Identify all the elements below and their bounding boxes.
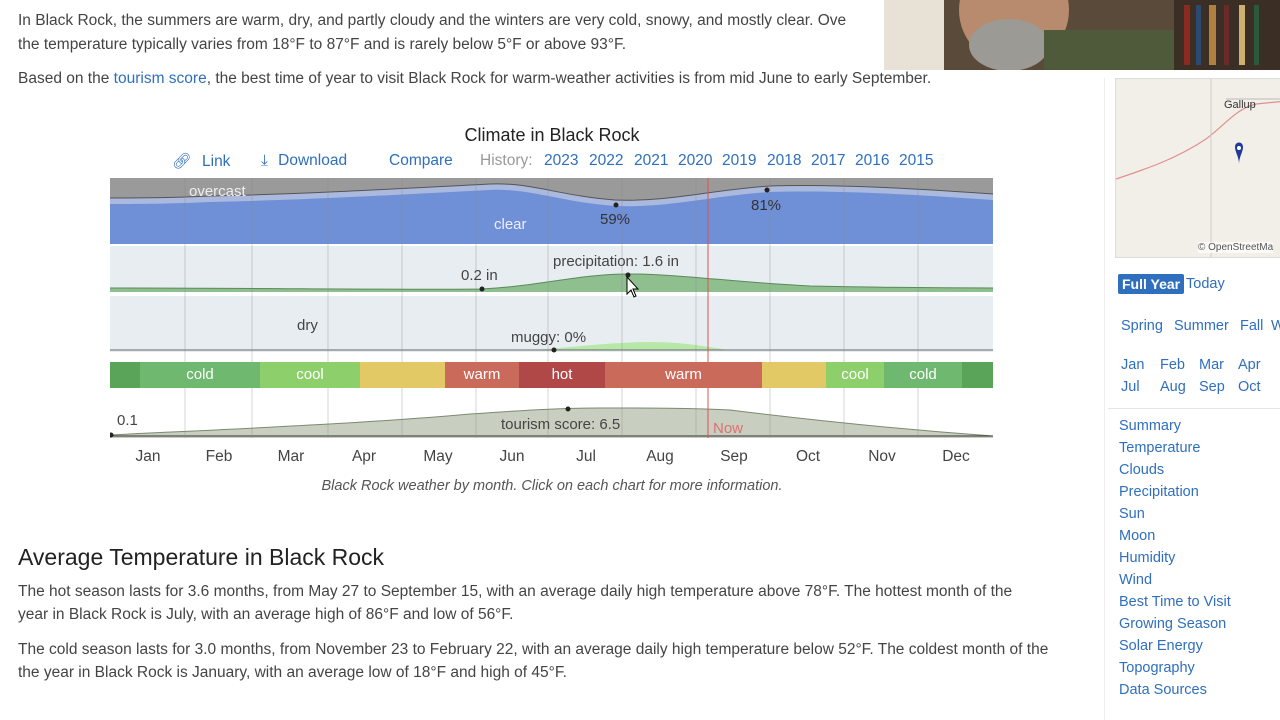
season-spring[interactable]: Spring	[1121, 318, 1163, 334]
nav-topography[interactable]: Topography	[1119, 660, 1195, 676]
year-2020[interactable]: 2020	[678, 152, 713, 169]
season-winter[interactable]: W	[1271, 318, 1280, 334]
overcast-label: overcast	[189, 183, 246, 200]
nav-solar-energy[interactable]: Solar Energy	[1119, 638, 1203, 654]
month-link-mar[interactable]: Mar	[1199, 357, 1224, 373]
tourism-band[interactable]	[110, 406, 993, 439]
nav-best-time[interactable]: Best Time to Visit	[1119, 594, 1231, 610]
nav-data-sources[interactable]: Data Sources	[1119, 682, 1207, 698]
precipitation-band[interactable]	[110, 246, 993, 292]
intro-line-1: In Black Rock, the summers are warm, dry…	[18, 12, 847, 29]
year-2018[interactable]: 2018	[767, 152, 802, 169]
link-icon: 🔗︎	[172, 153, 192, 170]
section-heading-temperature: Average Temperature in Black Rock	[18, 544, 385, 570]
mouse-cursor-icon	[626, 276, 640, 298]
month-link-jan[interactable]: Jan	[1121, 357, 1145, 373]
chart-download-button[interactable]: ⤓ Download	[261, 152, 348, 169]
map-credit[interactable]: © OpenStreetMa	[1198, 242, 1274, 253]
season-fall[interactable]: Fall	[1240, 318, 1264, 334]
season-warm-1: warm	[445, 362, 519, 388]
hot-season-line-2: year in Black Rock is July, with an aver…	[18, 606, 514, 623]
month-link-apr[interactable]: Apr	[1238, 357, 1261, 373]
tourism-low-label: 0.1	[117, 412, 138, 429]
humidity-band[interactable]	[110, 296, 993, 353]
nav-summary[interactable]: Summary	[1119, 418, 1182, 434]
season-cool-1: cool	[260, 362, 360, 388]
nav-clouds[interactable]: Clouds	[1119, 462, 1165, 478]
year-2023[interactable]: 2023	[544, 152, 579, 169]
today-tab[interactable]: Today	[1186, 276, 1225, 292]
season-cold-1: cold	[140, 362, 260, 388]
location-map[interactable]: Gallup © OpenStreetMa	[1115, 78, 1280, 258]
month-link-aug[interactable]: Aug	[1160, 379, 1186, 395]
year-2016[interactable]: 2016	[855, 152, 890, 169]
full-year-tab[interactable]: Full Year	[1118, 274, 1185, 294]
hot-season-line-1: The hot season lasts for 3.6 months, fro…	[18, 583, 1013, 600]
map-city-label: Gallup	[1224, 99, 1256, 111]
precip-low-label: 0.2 in	[461, 267, 498, 284]
chart-compare-button[interactable]: Compare	[389, 152, 453, 169]
season-warm-2: warm	[605, 362, 762, 388]
nav-precipitation[interactable]: Precipitation	[1119, 484, 1199, 500]
intro-line-3: Based on the tourism score, the best tim…	[18, 70, 932, 87]
webcam-overlay	[884, 0, 1280, 70]
climate-chart[interactable]	[110, 178, 993, 438]
season-cold-2: cold	[884, 362, 962, 388]
tourism-score-link[interactable]: tourism score	[113, 70, 207, 87]
history-label: History:	[480, 152, 533, 169]
year-2022[interactable]: 2022	[589, 152, 624, 169]
sidebar-divider	[1108, 408, 1280, 409]
cold-season-line-1: The cold season lasts for 3.0 months, fr…	[18, 641, 1049, 658]
intro-line-2: the temperature typically varies from 18…	[18, 36, 627, 53]
nav-moon[interactable]: Moon	[1119, 528, 1156, 544]
season-hot: hot	[519, 362, 605, 388]
month-link-jul[interactable]: Jul	[1121, 379, 1140, 395]
month-link-sep[interactable]: Sep	[1199, 379, 1225, 395]
month-link-feb[interactable]: Feb	[1160, 357, 1185, 373]
season-summer[interactable]: Summer	[1174, 318, 1229, 334]
year-2019[interactable]: 2019	[722, 152, 757, 169]
download-icon: ⤓	[261, 152, 268, 169]
clear-max-label: 81%	[751, 197, 782, 214]
chart-caption: Black Rock weather by month. Click on ea…	[321, 478, 783, 494]
cold-season-line-2: the year in Black Rock is January, with …	[18, 664, 567, 681]
year-2017[interactable]: 2017	[811, 152, 846, 169]
chart-title: Climate in Black Rock	[464, 125, 640, 145]
year-2015[interactable]: 2015	[899, 152, 934, 169]
nav-sun[interactable]: Sun	[1119, 506, 1145, 522]
clear-label: clear	[494, 216, 527, 233]
chart-link-button[interactable]: 🔗︎ Link	[172, 153, 231, 170]
nav-temperature[interactable]: Temperature	[1119, 440, 1201, 456]
tourism-score-label: tourism score: 6.5	[501, 416, 621, 433]
now-label: Now	[713, 420, 744, 437]
nav-growing-season[interactable]: Growing Season	[1119, 616, 1227, 632]
nav-humidity[interactable]: Humidity	[1119, 550, 1176, 566]
nav-wind[interactable]: Wind	[1119, 572, 1153, 588]
dry-label: dry	[297, 317, 318, 334]
season-cool-2: cool	[826, 362, 884, 388]
clear-min-label: 59%	[600, 211, 631, 228]
month-link-oct[interactable]: Oct	[1238, 379, 1261, 395]
muggy-label: muggy: 0%	[511, 329, 587, 346]
year-2021[interactable]: 2021	[634, 152, 669, 169]
cloud-cover-band[interactable]	[110, 178, 993, 244]
precip-high-label: precipitation: 1.6 in	[553, 253, 679, 270]
sidebar-border	[1104, 78, 1105, 720]
